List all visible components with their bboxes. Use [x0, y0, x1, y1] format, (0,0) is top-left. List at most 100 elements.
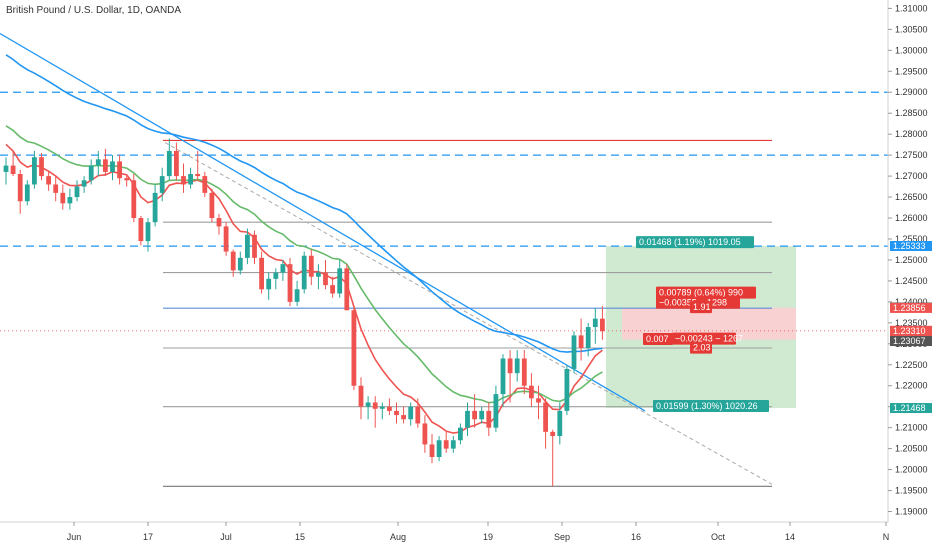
- candle[interactable]: [379, 406, 385, 409]
- candle[interactable]: [188, 174, 193, 185]
- candle[interactable]: [429, 444, 435, 458]
- candle[interactable]: [3, 165, 9, 172]
- candle[interactable]: [159, 176, 165, 193]
- candle[interactable]: [387, 406, 392, 411]
- candle[interactable]: [514, 358, 520, 374]
- candle[interactable]: [578, 335, 584, 348]
- candle[interactable]: [103, 159, 108, 172]
- candle[interactable]: [479, 410, 485, 420]
- candle[interactable]: [81, 180, 87, 187]
- candle[interactable]: [287, 264, 293, 302]
- candle[interactable]: [230, 251, 236, 271]
- candle[interactable]: [365, 402, 371, 407]
- candle[interactable]: [394, 410, 399, 416]
- candle[interactable]: [351, 310, 357, 386]
- candle[interactable]: [422, 423, 428, 445]
- candle[interactable]: [436, 440, 442, 458]
- candle[interactable]: [337, 268, 343, 294]
- candle[interactable]: [152, 192, 158, 223]
- candle[interactable]: [493, 394, 499, 428]
- y-tick-label: 1.20000: [895, 465, 928, 475]
- candle[interactable]: [323, 272, 328, 286]
- candle[interactable]: [301, 255, 307, 290]
- price-label: 1.23310: [893, 326, 926, 336]
- annotation-label: 1.91: [693, 302, 711, 312]
- candle[interactable]: [486, 410, 492, 428]
- candle[interactable]: [166, 150, 172, 177]
- candle[interactable]: [443, 440, 449, 449]
- candle[interactable]: [117, 161, 122, 179]
- candle[interactable]: [273, 272, 279, 279]
- candle[interactable]: [202, 176, 208, 193]
- candle[interactable]: [17, 174, 23, 202]
- y-tick-label: 1.22000: [895, 381, 928, 391]
- candle[interactable]: [450, 440, 456, 449]
- candle[interactable]: [195, 174, 201, 177]
- candle[interactable]: [266, 278, 272, 290]
- y-tick-label: 1.25000: [895, 255, 928, 265]
- candle[interactable]: [472, 410, 477, 420]
- candle[interactable]: [259, 257, 264, 290]
- candle[interactable]: [46, 176, 51, 185]
- candle[interactable]: [67, 197, 73, 204]
- candle[interactable]: [223, 226, 229, 252]
- candle[interactable]: [557, 410, 563, 437]
- y-tick-label: 1.25500: [895, 234, 928, 244]
- candle[interactable]: [401, 415, 406, 420]
- candle[interactable]: [216, 218, 222, 227]
- candle[interactable]: [372, 402, 378, 409]
- candle[interactable]: [521, 358, 527, 386]
- candle[interactable]: [124, 178, 130, 181]
- candle[interactable]: [592, 318, 598, 328]
- candle[interactable]: [330, 285, 335, 294]
- candle[interactable]: [174, 150, 179, 177]
- candle[interactable]: [245, 234, 250, 258]
- candles-layer[interactable]: [3, 138, 605, 487]
- candle[interactable]: [280, 264, 286, 273]
- candle[interactable]: [543, 402, 548, 432]
- annotation-bg: [672, 332, 736, 345]
- candle[interactable]: [252, 234, 257, 258]
- price-label: 1.21468: [893, 403, 926, 413]
- candle[interactable]: [600, 318, 605, 332]
- y-tick-label: 1.24000: [895, 297, 928, 307]
- candle[interactable]: [408, 406, 414, 420]
- candle[interactable]: [316, 272, 321, 277]
- candle[interactable]: [74, 186, 80, 198]
- candle[interactable]: [344, 268, 350, 311]
- candle[interactable]: [209, 192, 215, 219]
- candle[interactable]: [308, 255, 314, 277]
- candle[interactable]: [138, 218, 144, 242]
- annotation-bg: [656, 286, 756, 299]
- candle[interactable]: [181, 176, 186, 185]
- candle[interactable]: [529, 385, 534, 399]
- candle[interactable]: [536, 398, 541, 403]
- annotation-label: 0.00789 (0.64%) 990: [659, 288, 743, 298]
- candle[interactable]: [564, 368, 570, 411]
- candle[interactable]: [458, 427, 463, 441]
- annotation-label: −0.00243 ~ 1267: [675, 334, 743, 344]
- candle[interactable]: [550, 431, 556, 437]
- candle[interactable]: [237, 257, 243, 271]
- candle[interactable]: [415, 406, 421, 424]
- candle[interactable]: [39, 157, 44, 177]
- candle[interactable]: [294, 289, 300, 302]
- price-label-bg: [890, 240, 932, 251]
- candle[interactable]: [95, 159, 101, 166]
- candle[interactable]: [500, 358, 506, 395]
- candle[interactable]: [88, 165, 94, 181]
- candle[interactable]: [131, 180, 137, 219]
- candle[interactable]: [32, 157, 37, 185]
- candle[interactable]: [465, 410, 470, 428]
- candle[interactable]: [145, 222, 151, 242]
- candle[interactable]: [10, 165, 16, 174]
- candle[interactable]: [585, 327, 591, 348]
- candle[interactable]: [571, 335, 577, 369]
- candle[interactable]: [24, 184, 30, 202]
- candle[interactable]: [358, 385, 364, 407]
- candle[interactable]: [110, 161, 115, 172]
- candle[interactable]: [507, 358, 513, 374]
- candle[interactable]: [60, 192, 66, 204]
- candle[interactable]: [53, 184, 59, 193]
